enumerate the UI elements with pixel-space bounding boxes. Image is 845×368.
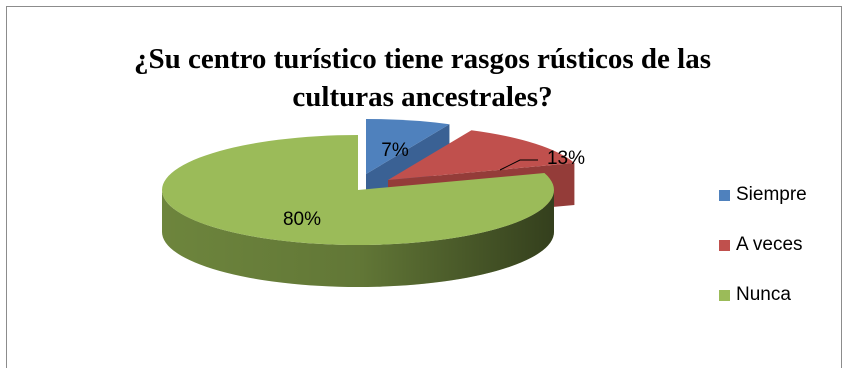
chart-title-line-2: culturas ancestrales?	[292, 81, 553, 113]
legend-item-siempre: Siempre	[719, 181, 807, 209]
data-label-siempre: 7%	[381, 140, 409, 161]
legend-swatch-nunca	[719, 289, 730, 301]
chart-legend: Siempre A veces Nunca	[719, 181, 807, 331]
data-label-a-veces: 13%	[547, 148, 585, 169]
legend-label-nunca: Nunca	[736, 284, 791, 305]
legend-label-a-veces: A veces	[736, 234, 803, 255]
pie-slice-nunca	[162, 135, 555, 287]
leader-line-a-veces	[499, 159, 538, 171]
legend-swatch-a-veces	[719, 239, 730, 251]
legend-swatch-siempre	[719, 189, 730, 201]
data-label-nunca: 80%	[283, 209, 321, 230]
legend-item-a-veces: A veces	[719, 231, 807, 259]
legend-item-nunca: Nunca	[719, 281, 807, 309]
chart-title-line-1: ¿Su centro turístico tiene rasgos rústic…	[134, 43, 711, 75]
chart-title: ¿Su centro turístico tiene rasgos rústic…	[0, 40, 845, 116]
legend-label-siempre: Siempre	[736, 184, 807, 205]
